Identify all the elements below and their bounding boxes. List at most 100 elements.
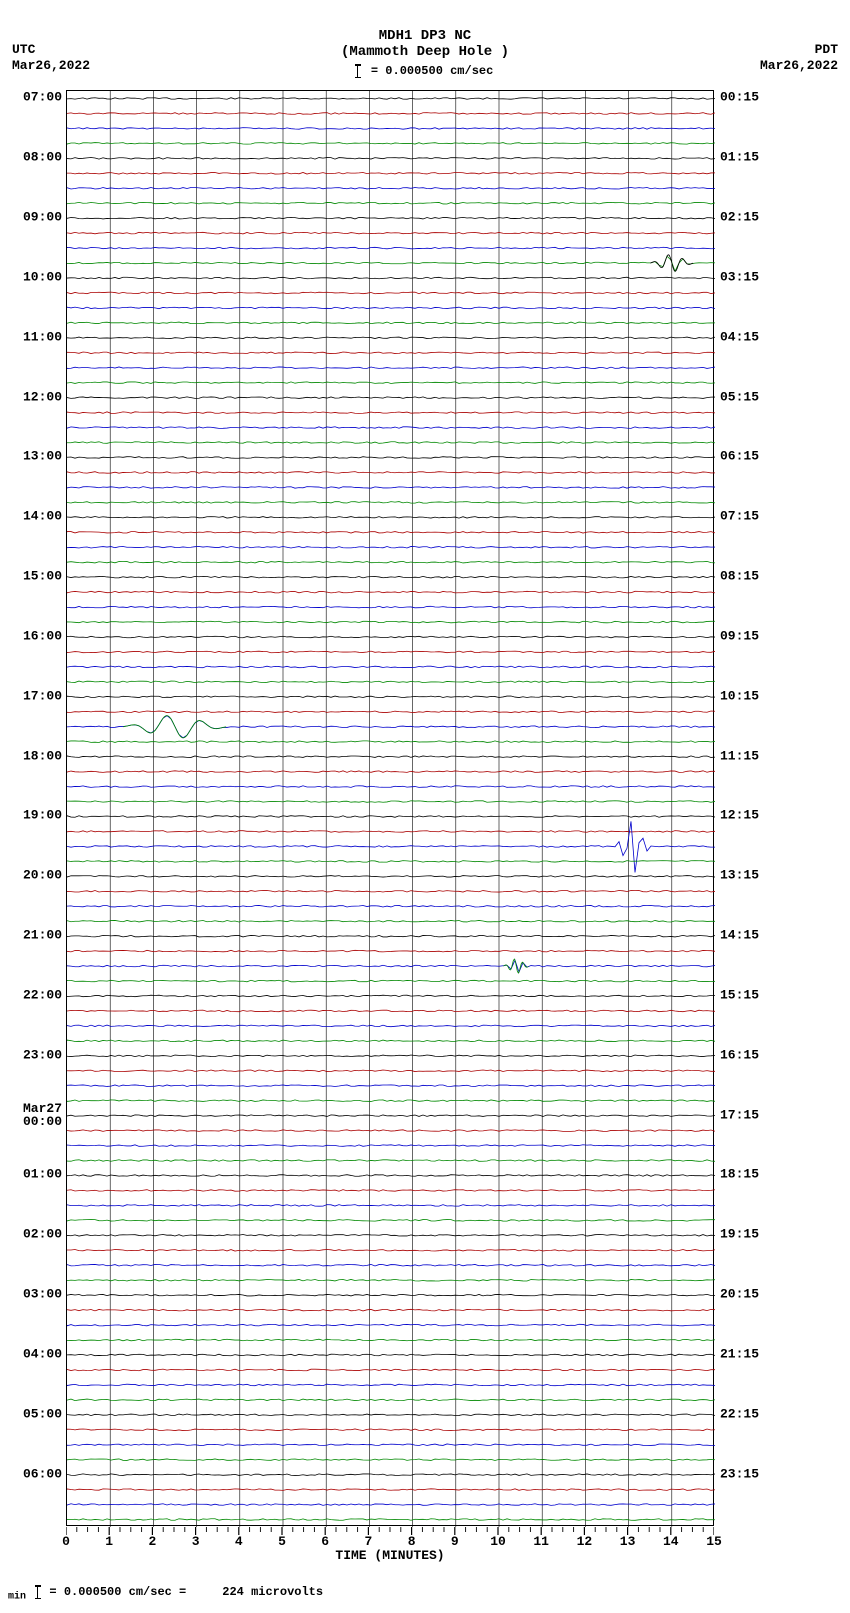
seismic-trace xyxy=(67,606,715,608)
time-label: 17:15 xyxy=(720,1108,778,1121)
x-axis: 0123456789101112131415 TIME (MINUTES) xyxy=(66,1526,714,1576)
seismic-trace xyxy=(67,427,715,429)
seismic-trace xyxy=(67,412,715,414)
seismic-trace xyxy=(67,905,715,907)
time-label: 11:15 xyxy=(720,749,778,762)
seismic-trace xyxy=(67,1055,715,1057)
seismic-trace xyxy=(67,636,715,638)
seismic-trace xyxy=(67,935,715,937)
x-tick-label: 12 xyxy=(577,1534,593,1549)
time-label: 08:00 xyxy=(0,151,62,164)
time-label: 15:00 xyxy=(0,570,62,583)
seismic-trace xyxy=(67,113,715,115)
time-label: Mar27 00:00 xyxy=(0,1102,62,1128)
seismic-trace xyxy=(67,1249,715,1251)
footer-scale: min = 0.000500 cm/sec = 224 microvolts xyxy=(8,1585,323,1603)
time-label: 09:15 xyxy=(720,629,778,642)
seismic-trace xyxy=(67,1175,715,1177)
seismic-trace xyxy=(67,1369,715,1371)
x-tick-label: 1 xyxy=(105,1534,113,1549)
seismic-trace xyxy=(67,1444,715,1446)
seismic-trace xyxy=(67,1235,715,1237)
seismic-trace xyxy=(67,1025,715,1027)
time-label: 18:00 xyxy=(0,749,62,762)
seismic-trace xyxy=(67,1115,715,1117)
seismic-trace xyxy=(67,202,715,204)
seismic-trace xyxy=(67,442,715,444)
time-label: 20:15 xyxy=(720,1288,778,1301)
seismic-trace xyxy=(67,950,715,952)
seismic-trace xyxy=(67,801,715,803)
x-tick-label: 3 xyxy=(192,1534,200,1549)
time-label: 20:00 xyxy=(0,869,62,882)
header-block: MDH1 DP3 NC (Mammoth Deep Hole ) xyxy=(0,28,850,60)
seismic-trace xyxy=(67,546,715,548)
seismic-trace xyxy=(67,322,715,324)
scale-header-text: = 0.000500 cm/sec xyxy=(371,64,493,78)
time-label: 21:15 xyxy=(720,1347,778,1360)
x-tick-label: 11 xyxy=(533,1534,549,1549)
time-label: 03:15 xyxy=(720,270,778,283)
seismic-trace xyxy=(67,1489,715,1491)
scale-bar-icon xyxy=(37,1585,38,1599)
seismic-trace xyxy=(67,980,715,982)
x-tick-label: 9 xyxy=(451,1534,459,1549)
time-label: 14:15 xyxy=(720,929,778,942)
seismic-trace xyxy=(67,352,715,354)
tz-left-label: UTC xyxy=(12,42,90,58)
seismic-trace xyxy=(67,457,715,459)
seismic-trace xyxy=(67,771,715,773)
seismic-trace xyxy=(67,756,715,758)
seismic-trace xyxy=(67,861,715,863)
seismic-trace xyxy=(67,561,715,563)
time-label: 18:15 xyxy=(720,1168,778,1181)
seismic-trace xyxy=(67,187,715,189)
seismic-trace xyxy=(67,1205,715,1207)
scale-header: = 0.000500 cm/sec xyxy=(0,64,850,78)
time-label: 07:00 xyxy=(0,91,62,104)
time-label: 15:15 xyxy=(720,988,778,1001)
footer-prefix: = 0.000500 cm/sec = xyxy=(49,1586,186,1600)
time-label: 01:15 xyxy=(720,151,778,164)
time-label: 06:15 xyxy=(720,450,778,463)
seismic-event xyxy=(503,959,528,973)
seismic-trace xyxy=(67,876,715,878)
seismic-trace xyxy=(67,517,715,519)
time-label: 12:00 xyxy=(0,390,62,403)
seismic-trace xyxy=(67,232,715,234)
seismic-trace xyxy=(67,1100,715,1102)
time-label: 09:00 xyxy=(0,211,62,224)
seismic-trace xyxy=(67,256,715,271)
seismic-trace xyxy=(67,576,715,578)
seismogram-svg xyxy=(67,91,715,1527)
seismic-trace xyxy=(67,367,715,369)
time-label: 17:00 xyxy=(0,689,62,702)
seismic-trace xyxy=(67,651,715,653)
seismic-trace xyxy=(67,890,715,892)
x-tick-label: 0 xyxy=(62,1534,70,1549)
seismic-event xyxy=(123,716,226,738)
seismic-trace xyxy=(67,472,715,474)
x-axis-ticks xyxy=(66,1527,714,1539)
time-label: 13:00 xyxy=(0,450,62,463)
time-label: 11:00 xyxy=(0,330,62,343)
seismic-trace xyxy=(67,531,715,533)
seismic-trace xyxy=(67,1190,715,1192)
seismic-trace xyxy=(67,1279,715,1281)
time-label: 10:00 xyxy=(0,270,62,283)
time-label: 19:00 xyxy=(0,809,62,822)
station-name: (Mammoth Deep Hole ) xyxy=(0,44,850,60)
seismic-trace xyxy=(67,1339,715,1341)
seismic-trace xyxy=(67,1294,715,1296)
seismic-trace xyxy=(67,1070,715,1072)
tz-right-date: Mar26,2022 xyxy=(760,58,838,74)
seismic-trace xyxy=(67,397,715,399)
seismic-trace xyxy=(67,816,715,818)
right-time-labels: 00:1501:1502:1503:1504:1505:1506:1507:15… xyxy=(720,90,778,1526)
x-tick-label: 14 xyxy=(663,1534,679,1549)
time-label: 01:00 xyxy=(0,1168,62,1181)
seismic-trace xyxy=(67,1160,715,1162)
seismic-trace xyxy=(67,1429,715,1431)
seismic-trace xyxy=(67,960,715,972)
timezone-right: PDT Mar26,2022 xyxy=(760,42,838,74)
